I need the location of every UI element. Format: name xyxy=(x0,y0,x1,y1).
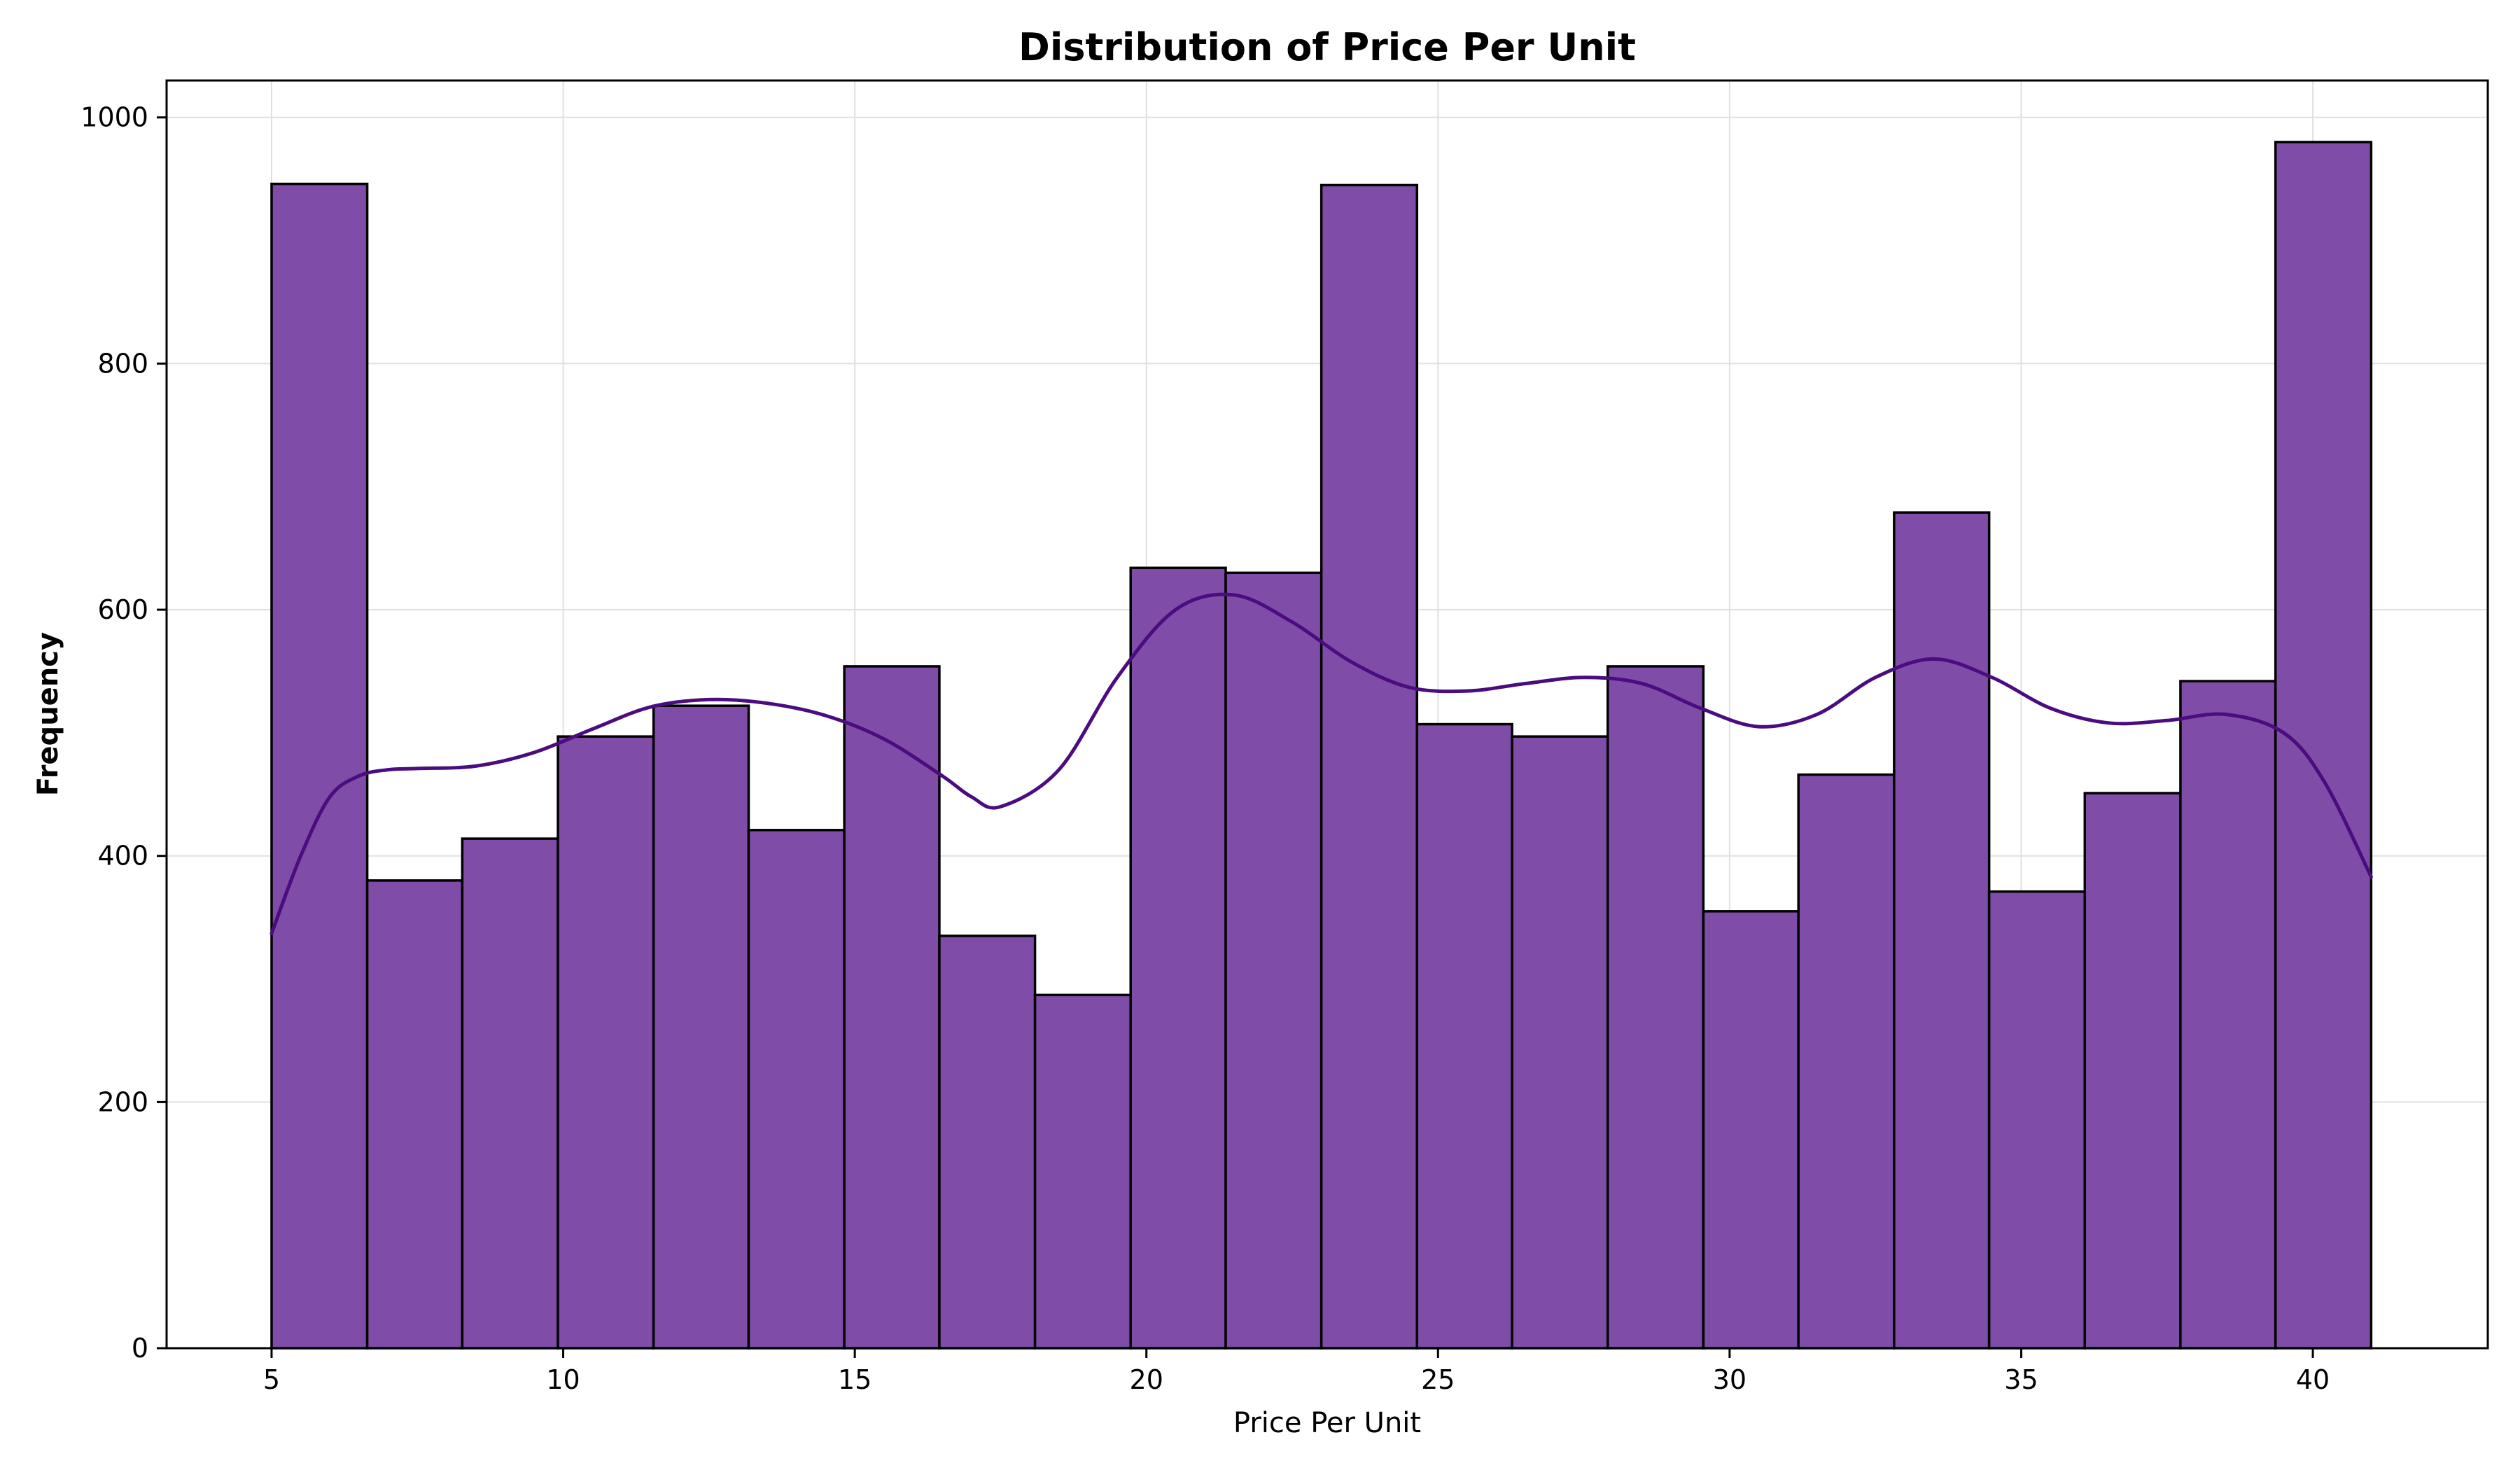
x-tick-label-1: 10 xyxy=(546,1364,580,1395)
histogram-bar-16 xyxy=(1797,773,1896,1350)
histogram-bar-10 xyxy=(1224,571,1323,1350)
histogram-bar-0 xyxy=(270,182,369,1350)
histogram-bar-6 xyxy=(843,665,941,1350)
histogram-bar-20 xyxy=(2179,680,2277,1350)
histogram-bar-7 xyxy=(938,934,1037,1350)
y-tick-label-3: 600 xyxy=(97,594,148,625)
y-axis-label: Frequency xyxy=(32,632,64,796)
x-tick-label-5: 30 xyxy=(1713,1364,1746,1395)
x-axis-label: Price Per Unit xyxy=(1233,1407,1421,1439)
histogram-bar-14 xyxy=(1606,665,1705,1350)
y-tick-label-4: 800 xyxy=(97,348,148,379)
x-tick-label-0: 5 xyxy=(263,1364,280,1395)
histogram-bar-8 xyxy=(1033,993,1132,1350)
x-tick-label-6: 35 xyxy=(2004,1364,2038,1395)
histogram-bar-2 xyxy=(461,837,559,1350)
x-tick-label-3: 20 xyxy=(1130,1364,1163,1395)
histogram-bar-4 xyxy=(652,704,750,1350)
plot-frame xyxy=(165,79,2489,1350)
histogram-bar-3 xyxy=(556,735,655,1350)
histogram-bars xyxy=(270,141,2373,1350)
histogram-bar-15 xyxy=(1702,910,1800,1350)
histogram-bar-19 xyxy=(2083,792,2182,1350)
histogram-bar-11 xyxy=(1320,183,1419,1350)
kde-curve-group xyxy=(270,592,2373,935)
x-axis-ticks: 5 10 15 20 25 30 35 40 xyxy=(263,1348,2330,1395)
y-axis-ticks: 0 200 400 600 800 1000 xyxy=(80,102,167,1364)
x-tick-label-4: 25 xyxy=(1421,1364,1455,1395)
histogram-bar-1 xyxy=(365,879,464,1350)
histogram-bar-13 xyxy=(1511,735,1609,1350)
y-tick-label-1: 200 xyxy=(97,1086,148,1117)
x-tick-label-2: 15 xyxy=(838,1364,872,1395)
y-tick-label-2: 400 xyxy=(97,841,148,872)
histogram-bar-12 xyxy=(1415,722,1513,1350)
histogram-bar-5 xyxy=(747,829,846,1350)
histogram-bar-17 xyxy=(1893,511,1991,1350)
y-tick-label-5: 1000 xyxy=(80,102,148,133)
kde-curve xyxy=(270,592,2373,935)
x-tick-label-7: 40 xyxy=(2296,1364,2330,1395)
y-tick-label-0: 0 xyxy=(132,1333,148,1364)
histogram-bar-21 xyxy=(2274,141,2373,1350)
histogram-bar-18 xyxy=(1987,890,2087,1350)
chart-title: Distribution of Price Per Unit xyxy=(1018,25,1636,69)
histogram-bar-9 xyxy=(1129,566,1227,1350)
